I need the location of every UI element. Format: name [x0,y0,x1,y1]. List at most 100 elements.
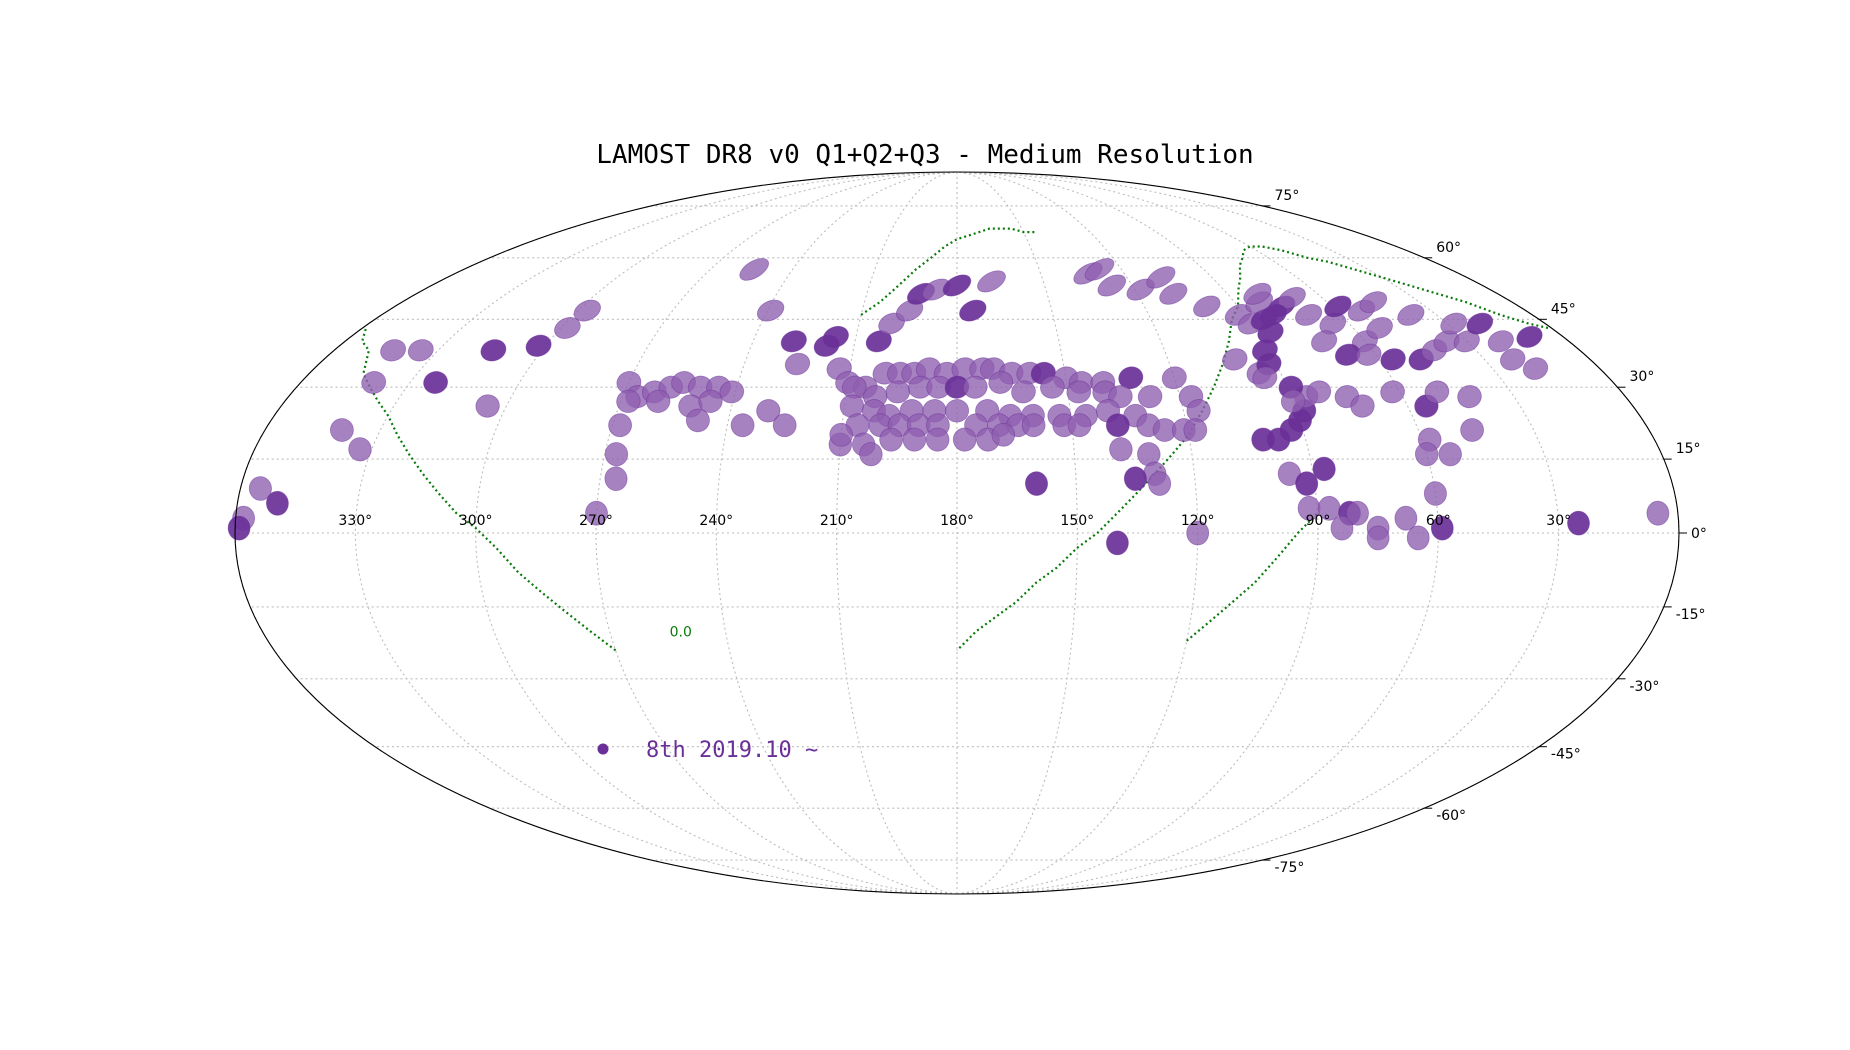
field-point [1306,380,1332,404]
field-point [977,270,1006,293]
field-point [573,299,601,322]
field-point [1277,461,1302,486]
field-point [1105,530,1129,556]
galactic-latitude-north-line [860,227,1035,316]
y-tick-label: -30° [1630,679,1660,695]
field-point [585,500,608,526]
field-point [265,490,289,516]
x-tick-label: 330° [338,513,372,529]
field-point [1460,418,1484,442]
field-point [1186,520,1210,546]
field-point [756,299,785,322]
field-point [361,371,387,394]
field-point [1295,304,1323,326]
field-point [1295,471,1319,496]
field-point [348,437,372,462]
field-point [952,427,977,452]
field-point [1346,500,1369,526]
field-point [1350,394,1375,418]
x-tick-label: 300° [459,513,493,529]
field-point [1567,510,1590,536]
field-point [1222,348,1248,371]
x-tick-label: 30° [1546,513,1571,529]
field-point [756,399,781,423]
y-tick-label: 15° [1676,441,1701,457]
field-point [1414,442,1439,467]
y-tick-label: 30° [1630,369,1655,385]
field-point [1021,413,1046,438]
field-point [1453,330,1480,353]
y-tick-label: -75° [1275,860,1305,876]
x-tick-labels: 330° 300° 270° 240° 210° 180° 150° 120° 90° 60° 30… [338,513,1571,529]
field-point [991,422,1016,447]
y-tick-label: -45° [1551,747,1581,763]
field-point [1066,380,1092,404]
field-point [1312,456,1336,482]
field-point [604,466,628,491]
x-tick-label: 90° [1306,513,1331,529]
field-point [1487,330,1514,353]
field-point [879,427,903,452]
y-tick-label: 60° [1436,240,1461,256]
x-tick-label: 150° [1060,513,1094,529]
x-tick-label: 270° [579,513,613,529]
field-point [784,352,811,376]
field-point [942,274,972,297]
y-tick-label: 75° [1275,188,1300,204]
field-point [1123,466,1147,491]
field-point [1084,258,1115,281]
field-point [822,325,849,348]
field-point [1040,375,1065,399]
x-tick-label: 60° [1426,513,1451,529]
field-point [608,413,632,438]
field-point [1067,413,1092,438]
field-point [1466,312,1494,335]
field-point [1137,385,1163,409]
field-point [1430,515,1454,541]
field-point [1423,481,1447,506]
field-point [1366,317,1393,339]
field-point [1159,282,1188,305]
field-point [329,418,354,442]
field-point [1243,282,1272,305]
field-point [902,427,927,452]
chart-title: LAMOST DR8 v0 Q1+Q2+Q3 - Medium Resoluti… [596,140,1253,170]
field-point [1259,304,1288,326]
legend-label: 8th 2019.10 ~ [646,738,818,763]
field-point [859,442,883,467]
field-point [1105,413,1130,438]
y-tick-label: 45° [1551,301,1576,317]
field-point [772,413,797,438]
field-point [1516,325,1543,348]
field-point [1097,274,1127,297]
field-point [1380,348,1406,371]
galactic-equator-line [360,327,617,652]
field-point [1355,343,1382,366]
field-point [1330,515,1354,541]
meridian-line [354,171,958,895]
field-point [1109,437,1133,462]
galactic-latitude-south-line [1185,512,1319,642]
field-point [1406,525,1430,551]
x-tick-label: 210° [820,513,854,529]
contour-label: 0.0 [670,624,692,640]
y-tick-label: -15° [1676,607,1706,623]
field-point [1011,380,1036,404]
field-point [1183,418,1208,442]
x-tick-label: 240° [699,513,733,529]
field-point [1161,366,1187,390]
galactic-equator-line [956,245,1549,652]
field-point [248,476,272,501]
field-point [554,317,581,339]
field-point [1394,505,1418,531]
field-point [865,330,892,353]
field-point [1311,330,1338,353]
field-point [780,330,807,353]
field-point [685,408,710,433]
field-point [719,380,745,404]
x-tick-label: 120° [1181,513,1215,529]
field-point [944,399,970,423]
legend: 8th 2019.10 ~ [597,738,818,763]
